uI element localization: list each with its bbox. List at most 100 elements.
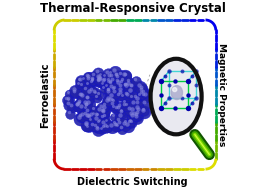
Point <box>126 125 130 128</box>
Point <box>67 104 72 107</box>
Point <box>131 100 135 103</box>
Point <box>72 90 77 93</box>
Point <box>142 110 146 113</box>
Point <box>98 110 102 113</box>
Point <box>99 105 103 108</box>
Point <box>132 95 137 98</box>
Point <box>135 116 139 119</box>
Point <box>134 113 139 116</box>
Point <box>134 97 138 100</box>
Point <box>139 90 144 93</box>
Point <box>107 90 111 93</box>
Point <box>90 77 94 80</box>
Point <box>103 104 107 107</box>
Point <box>90 78 95 81</box>
Point <box>70 106 74 109</box>
Point <box>129 119 133 122</box>
Point <box>101 105 106 108</box>
Point <box>77 99 81 102</box>
Point <box>122 122 126 125</box>
Point <box>135 110 139 113</box>
Point <box>86 115 90 119</box>
Point <box>90 78 94 81</box>
Point <box>73 92 78 95</box>
Point <box>114 125 118 128</box>
Point <box>163 75 167 78</box>
Point <box>101 121 105 124</box>
Point <box>86 77 90 80</box>
Point <box>105 120 109 123</box>
Point <box>115 79 120 82</box>
Point <box>118 90 122 93</box>
Point <box>159 80 163 83</box>
Point <box>113 122 117 125</box>
Point <box>117 119 121 122</box>
Point <box>116 92 120 95</box>
Point <box>104 83 108 86</box>
Point <box>104 125 108 128</box>
Point <box>80 94 85 97</box>
Point <box>85 82 89 85</box>
Point <box>78 101 82 104</box>
Point <box>130 96 134 99</box>
Point <box>66 102 70 105</box>
Point <box>109 99 113 102</box>
Point <box>95 119 99 122</box>
Point <box>108 75 113 78</box>
Point <box>115 108 119 111</box>
Point <box>125 94 129 97</box>
Point <box>96 79 100 82</box>
Point <box>85 124 89 127</box>
Point <box>122 72 126 75</box>
Point <box>130 113 134 116</box>
Point <box>108 80 112 83</box>
Point <box>113 71 117 74</box>
Point <box>180 70 185 73</box>
Point <box>81 115 85 118</box>
Point <box>94 92 98 95</box>
Point <box>125 123 129 126</box>
Text: Thermal-Responsive Crystal: Thermal-Responsive Crystal <box>39 2 226 15</box>
Point <box>85 104 89 107</box>
Point <box>83 106 87 109</box>
Ellipse shape <box>151 59 202 134</box>
Point <box>86 114 90 117</box>
Point <box>131 115 135 118</box>
Point <box>100 107 104 110</box>
Point <box>116 81 121 84</box>
Point <box>194 97 198 100</box>
Point <box>119 92 123 95</box>
Point <box>112 116 116 119</box>
Point <box>106 127 110 130</box>
Point <box>138 86 142 89</box>
Point <box>89 79 93 82</box>
Point <box>96 75 100 78</box>
Point <box>112 101 116 104</box>
Point <box>92 114 96 117</box>
Point <box>141 89 145 92</box>
Text: Magnetic Properties: Magnetic Properties <box>217 43 226 147</box>
Point <box>130 114 134 117</box>
Point <box>112 106 116 109</box>
Point <box>80 106 85 109</box>
Point <box>123 82 127 85</box>
Point <box>123 123 127 126</box>
Point <box>128 108 132 111</box>
Point <box>79 116 83 119</box>
Point <box>113 87 117 90</box>
Point <box>89 119 94 122</box>
Point <box>167 97 171 100</box>
Point <box>96 122 101 125</box>
Text: Ferroelastic: Ferroelastic <box>40 62 50 128</box>
Point <box>77 78 81 81</box>
Point <box>82 101 87 104</box>
Point <box>118 84 122 87</box>
Point <box>173 80 177 83</box>
Point <box>111 80 115 83</box>
Point <box>91 112 95 115</box>
Point <box>111 103 115 106</box>
Point <box>114 123 118 126</box>
Point <box>85 124 90 127</box>
Point <box>159 93 163 96</box>
Point <box>132 111 136 114</box>
